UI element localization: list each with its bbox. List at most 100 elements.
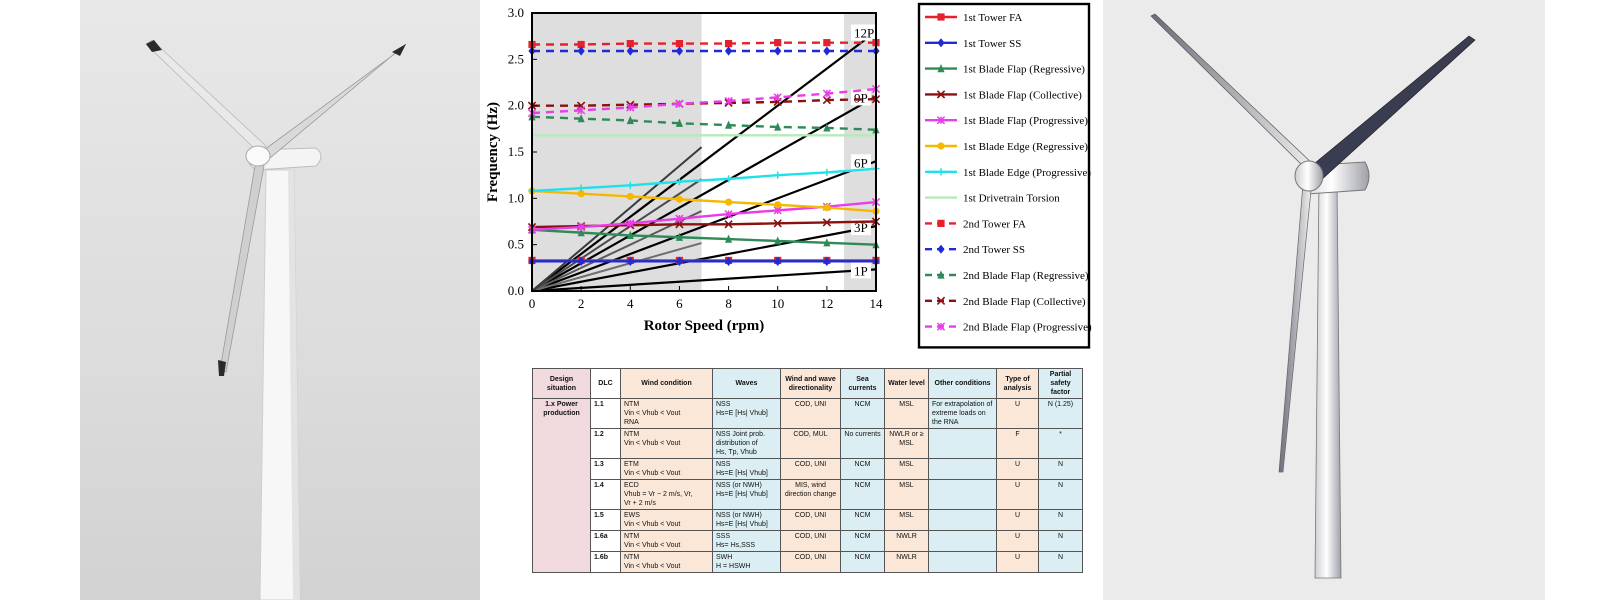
chart-svg: 1P 3P 6P 9P 12P 0 2 4 6 8 10 12 14 0.0 0.5 1.0 1.5 2.0 2.… [485,2,1092,349]
wind-condition-text: NTM [624,554,640,561]
water-level-cell: MSL [884,398,929,429]
marker-triangle [774,122,782,131]
water-level-cell: NWLR [884,530,929,552]
other-conditions-cell [928,428,997,459]
other-conditions-cell [928,509,997,531]
water-level-cell: MSL [884,458,929,480]
waves-text: NSS [716,461,731,468]
y-tick-label: 0.5 [508,237,524,252]
marker-star [773,93,782,102]
harmonic-label-bg [851,89,871,106]
waves-text: SWH [716,554,733,561]
x-tick-label: 10 [771,296,784,311]
waves-text: Hs=E [Hs| Vhub] [716,491,768,498]
sea-currents-cell: NCM [840,398,885,429]
waves-text: NSS (or NWH) [716,512,762,519]
marker-triangle [675,232,684,241]
marker-x [822,95,832,105]
series-line [531,228,877,246]
wind-condition-text: NTM [624,401,640,408]
design-situation-cell: 1.x Power production [532,398,591,573]
marker-diamond [774,46,782,56]
type-of-analysis-cell: U [996,458,1039,480]
water-level-cell: MSL [884,509,929,531]
marker-triangle [823,123,831,132]
marker-square [774,39,782,47]
blade-lower [219,159,265,373]
marker-x-stroke [773,219,782,228]
header-partial-safety-factor: Partial safety factor [1038,368,1083,399]
sea-currents-cell: NCM [840,509,885,531]
type-of-analysis-cell: U [996,479,1039,510]
marker-square [724,39,733,48]
waves-text: Hs=E [Hs| Vhub] [716,410,768,417]
marker-circle [937,142,945,150]
harmonic-line-12P [531,30,877,292]
marker-triangle [577,228,585,237]
render-blade-upper-right [1308,35,1476,183]
marker-square [626,39,634,48]
marker-plus [937,168,945,176]
wind-condition-text: Vin < Vhub < Vout [624,470,681,477]
tower-shade [288,170,300,600]
wind-condition-cell: NTM Vin < Vhub < Vout RNA [620,398,713,429]
table-row: 1.3 ETM Vin < Vhub < Vout NSS Hs=E [Hs| Vhub… [533,458,1083,480]
wind-turbine-photo [80,0,480,600]
waves-cell: NSS Hs=E [Hs| Vhub] [712,458,781,480]
header-wind-condition: Wind condition [620,368,713,399]
directionality-cell: COD, UNI [780,551,841,573]
legend-label: 2nd Tower SS [963,244,1025,256]
marker-star [675,214,684,223]
partial-safety-factor-cell: N (1.25) [1038,398,1083,429]
x-axis-label: Rotor Speed (rpm) [644,318,765,334]
harmonic-label-bg [851,154,871,171]
marker-triangle [675,118,684,127]
type-of-analysis-cell: U [996,530,1039,552]
marker-x [724,220,733,229]
legend-entry: 1st Blade Edge (Progressive) [925,167,1091,179]
waves-cell: SWH H = HSWH [712,551,781,573]
y-tick-label: 1.5 [508,144,524,159]
directionality-cell: COD, UNI [780,398,841,429]
harmonic-label: 3P [854,220,868,235]
legend-label: 1st Blade Flap (Collective) [963,89,1082,101]
sea-currents-cell: No currents [840,428,885,459]
marker-triangle [823,238,831,247]
marker-diamond [774,256,782,266]
legend-label: 1st Blade Flap (Progressive) [963,115,1088,127]
x-tick-label: 4 [627,296,634,311]
legend-label: 1st Blade Edge (Regressive) [963,141,1088,153]
partial-safety-factor-cell: N [1038,509,1083,531]
legend-entry: 1st Blade Flap (Progressive) [925,115,1088,127]
water-level-cell: NWLR or ≥ MSL [884,428,929,459]
turbine-render-drawing [1150,13,1476,579]
harmonic-label-bg [851,219,871,236]
header-waves: Waves [712,368,781,399]
campbell-chart: 1P 3P 6P 9P 12P 0 2 4 6 8 10 12 14 0.0 0.5 1.0 1.5 2.0 2.… [480,0,1100,350]
dlc-cell: 1.4 [590,479,621,510]
series-line [531,87,877,115]
marker-triangle [626,115,634,125]
type-of-analysis-cell: U [996,551,1039,573]
legend-label: 1st Drivetrain Torsion [963,193,1060,205]
harmonic-label: 9P [854,90,868,105]
legend-entry: 1st Tower SS [925,38,1021,50]
marker-triangle [724,120,733,129]
marker-x [822,218,832,227]
legend-entry: 2nd Blade Flap (Progressive) [925,322,1092,334]
series-6 [528,165,880,195]
hub [245,145,271,167]
marker-diamond [937,244,945,254]
harmonic-line-1P [531,268,877,293]
waves-text: Hs= Hs,SSS [716,542,756,549]
marker-diamond [823,256,831,266]
partial-safety-factor-cell: N [1038,458,1083,480]
marker-star [577,106,586,115]
legend-entry: 2nd Tower SS [925,244,1025,256]
render-blade-upper-left [1150,13,1316,171]
marker-star [626,103,635,112]
wind-condition-text: Vin < Vhub < Vout [624,521,681,528]
marker-star [822,89,831,98]
y-tick-label: 0.0 [508,283,524,298]
wind-condition-text: Vin < Vhub < Vout [624,410,681,417]
